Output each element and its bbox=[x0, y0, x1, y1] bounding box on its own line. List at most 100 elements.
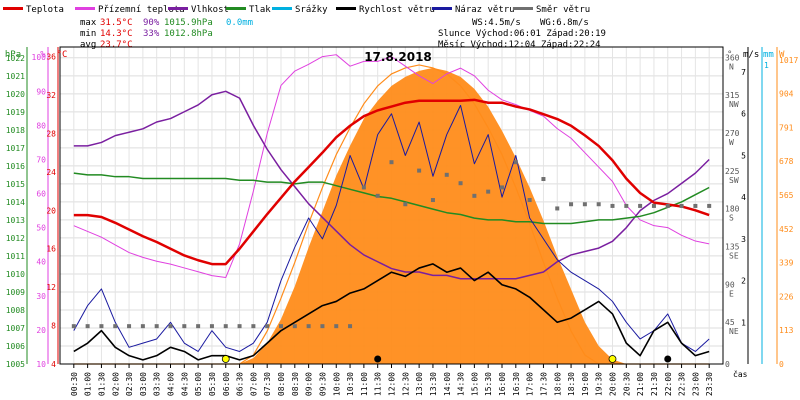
legend-swatch bbox=[168, 7, 188, 10]
axis-title-hpa: hPa bbox=[5, 50, 21, 60]
stat-wind-speed: WS:4.5m/s bbox=[472, 18, 521, 28]
tick-label-direction: 180 bbox=[725, 205, 740, 214]
legend-swatch bbox=[432, 7, 452, 10]
x-axis-label: čas bbox=[733, 369, 748, 379]
tick-label-time: 09:00 bbox=[305, 372, 314, 396]
tick-label-time: 02:00 bbox=[111, 372, 120, 396]
tick-label-celsius: 8 bbox=[51, 322, 56, 331]
stat-moon-times: Měsíc Východ:12:04 Západ:22:24 bbox=[438, 40, 601, 50]
wind-direction-point bbox=[154, 324, 159, 329]
legend-label-wind-direction: Směr větru bbox=[536, 5, 590, 15]
tick-label-time: 16:30 bbox=[512, 372, 521, 396]
tick-label-time: 22:00 bbox=[664, 372, 673, 396]
wind-direction-point bbox=[500, 185, 504, 190]
stat-sun-times: Slunce Východ:06:01 Západ:20:19 bbox=[438, 29, 606, 39]
series-wind-speed bbox=[73, 263, 710, 361]
wind-direction-point bbox=[279, 324, 283, 329]
tick-label-time: 14:30 bbox=[457, 372, 466, 396]
stat-max-pressure: 1015.9hPa bbox=[164, 18, 213, 28]
stat-min-temp: 14.3°C bbox=[100, 29, 133, 39]
wind-direction-point bbox=[251, 324, 256, 329]
tick-label-hpa: 1022 bbox=[6, 54, 25, 63]
tick-label-direction: 360 bbox=[725, 53, 740, 62]
tick-label-percent: 10 bbox=[36, 360, 46, 369]
tick-label-celsius: 32 bbox=[46, 91, 56, 100]
series-temperature bbox=[73, 98, 710, 266]
stat-wind-gust: WG:6.8m/s bbox=[540, 18, 589, 28]
tick-label-time: 15:00 bbox=[470, 372, 479, 396]
wind-direction-point bbox=[403, 202, 408, 207]
wind-direction-point bbox=[569, 202, 574, 207]
tick-label-mm: 1 bbox=[764, 61, 769, 70]
wind-direction-point bbox=[99, 324, 104, 329]
legend-swatch bbox=[226, 7, 246, 10]
tick-label-time: 22:30 bbox=[678, 372, 687, 396]
series-layer bbox=[73, 54, 710, 361]
legend-swatch bbox=[513, 7, 533, 10]
tick-label-time: 14:00 bbox=[443, 372, 452, 396]
axis-title-wm2: W bbox=[779, 50, 785, 60]
tick-label-hpa: 1018 bbox=[6, 126, 25, 135]
wind-direction-point bbox=[444, 172, 449, 177]
tick-label-hpa: 1009 bbox=[6, 288, 25, 297]
legend-item-temperature: Teplota bbox=[3, 5, 64, 15]
tick-label-time: 13:30 bbox=[429, 372, 438, 396]
tick-label-time: 06:30 bbox=[236, 372, 245, 396]
wind-direction-point bbox=[306, 324, 311, 329]
tick-label-wm2: 1017 bbox=[779, 56, 798, 65]
tick-label-direction: 45 bbox=[725, 318, 735, 327]
tick-label-time: 19:00 bbox=[581, 372, 590, 396]
wind-direction-point bbox=[582, 202, 587, 207]
sunrise-marker bbox=[221, 355, 230, 363]
tick-label-ms: 3 bbox=[741, 235, 746, 244]
tick-label-compass: NW bbox=[729, 100, 739, 109]
tick-label-celsius: 24 bbox=[46, 168, 56, 177]
wind-direction-point bbox=[624, 203, 629, 208]
wind-direction-point bbox=[417, 168, 422, 173]
wind-direction-point bbox=[168, 324, 173, 329]
legend-swatch bbox=[272, 7, 292, 10]
wind-direction-point bbox=[127, 324, 132, 329]
tick-label-compass: W bbox=[729, 138, 734, 147]
stat-max-temp: 31.5°C bbox=[100, 18, 133, 28]
tick-label-wm2: 791 bbox=[779, 123, 794, 132]
tick-label-celsius: 20 bbox=[46, 206, 56, 215]
wind-direction-point bbox=[196, 324, 201, 329]
legend-swatch bbox=[75, 7, 95, 10]
tick-label-celsius: 4 bbox=[51, 360, 56, 369]
series-wind-gust bbox=[73, 104, 710, 352]
tick-label-direction: 135 bbox=[725, 242, 740, 251]
tick-label-time: 07:00 bbox=[249, 372, 258, 396]
sunset-marker bbox=[608, 355, 617, 363]
axis-title-ms: m/s bbox=[743, 50, 759, 60]
tick-label-wm2: 0 bbox=[779, 360, 784, 369]
series-ground-temperature bbox=[73, 54, 710, 279]
wind-direction-point bbox=[541, 177, 546, 182]
stats-block: max 31.5°C 90% 1015.9hPa 0.0mm min 14.3°… bbox=[80, 18, 606, 50]
legend-label-ground-temperature: Přízemní teplota bbox=[98, 5, 185, 15]
tick-label-time: 13:00 bbox=[415, 372, 424, 396]
tick-label-percent: 30 bbox=[36, 292, 46, 301]
tick-label-celsius: 16 bbox=[46, 245, 56, 254]
legend-item-pressure: Tlak bbox=[226, 5, 271, 15]
tick-label-percent: 70 bbox=[36, 155, 46, 164]
legend-swatch bbox=[336, 7, 356, 10]
tick-label-hpa: 1008 bbox=[6, 306, 25, 315]
tick-label-time: 00:30 bbox=[70, 372, 79, 396]
wind-direction-point bbox=[361, 185, 366, 190]
tick-label-wm2: 339 bbox=[779, 259, 794, 268]
wind-direction-point bbox=[651, 203, 656, 208]
wind-direction-point bbox=[375, 193, 380, 198]
sun-moon-markers bbox=[221, 355, 672, 363]
moonrise-marker bbox=[374, 355, 382, 363]
tick-label-direction: 90 bbox=[725, 280, 735, 289]
tick-label-compass: S bbox=[729, 214, 734, 223]
tick-label-ms: 6 bbox=[741, 110, 746, 119]
wind-direction-point bbox=[665, 203, 670, 208]
tick-label-hpa: 1005 bbox=[6, 360, 25, 369]
tick-label-direction: 225 bbox=[725, 167, 740, 176]
tick-label-percent: 90 bbox=[36, 87, 46, 96]
series-humidity bbox=[73, 90, 710, 280]
axis-title-mm: mm bbox=[763, 50, 774, 60]
tick-label-compass: E bbox=[729, 289, 734, 298]
